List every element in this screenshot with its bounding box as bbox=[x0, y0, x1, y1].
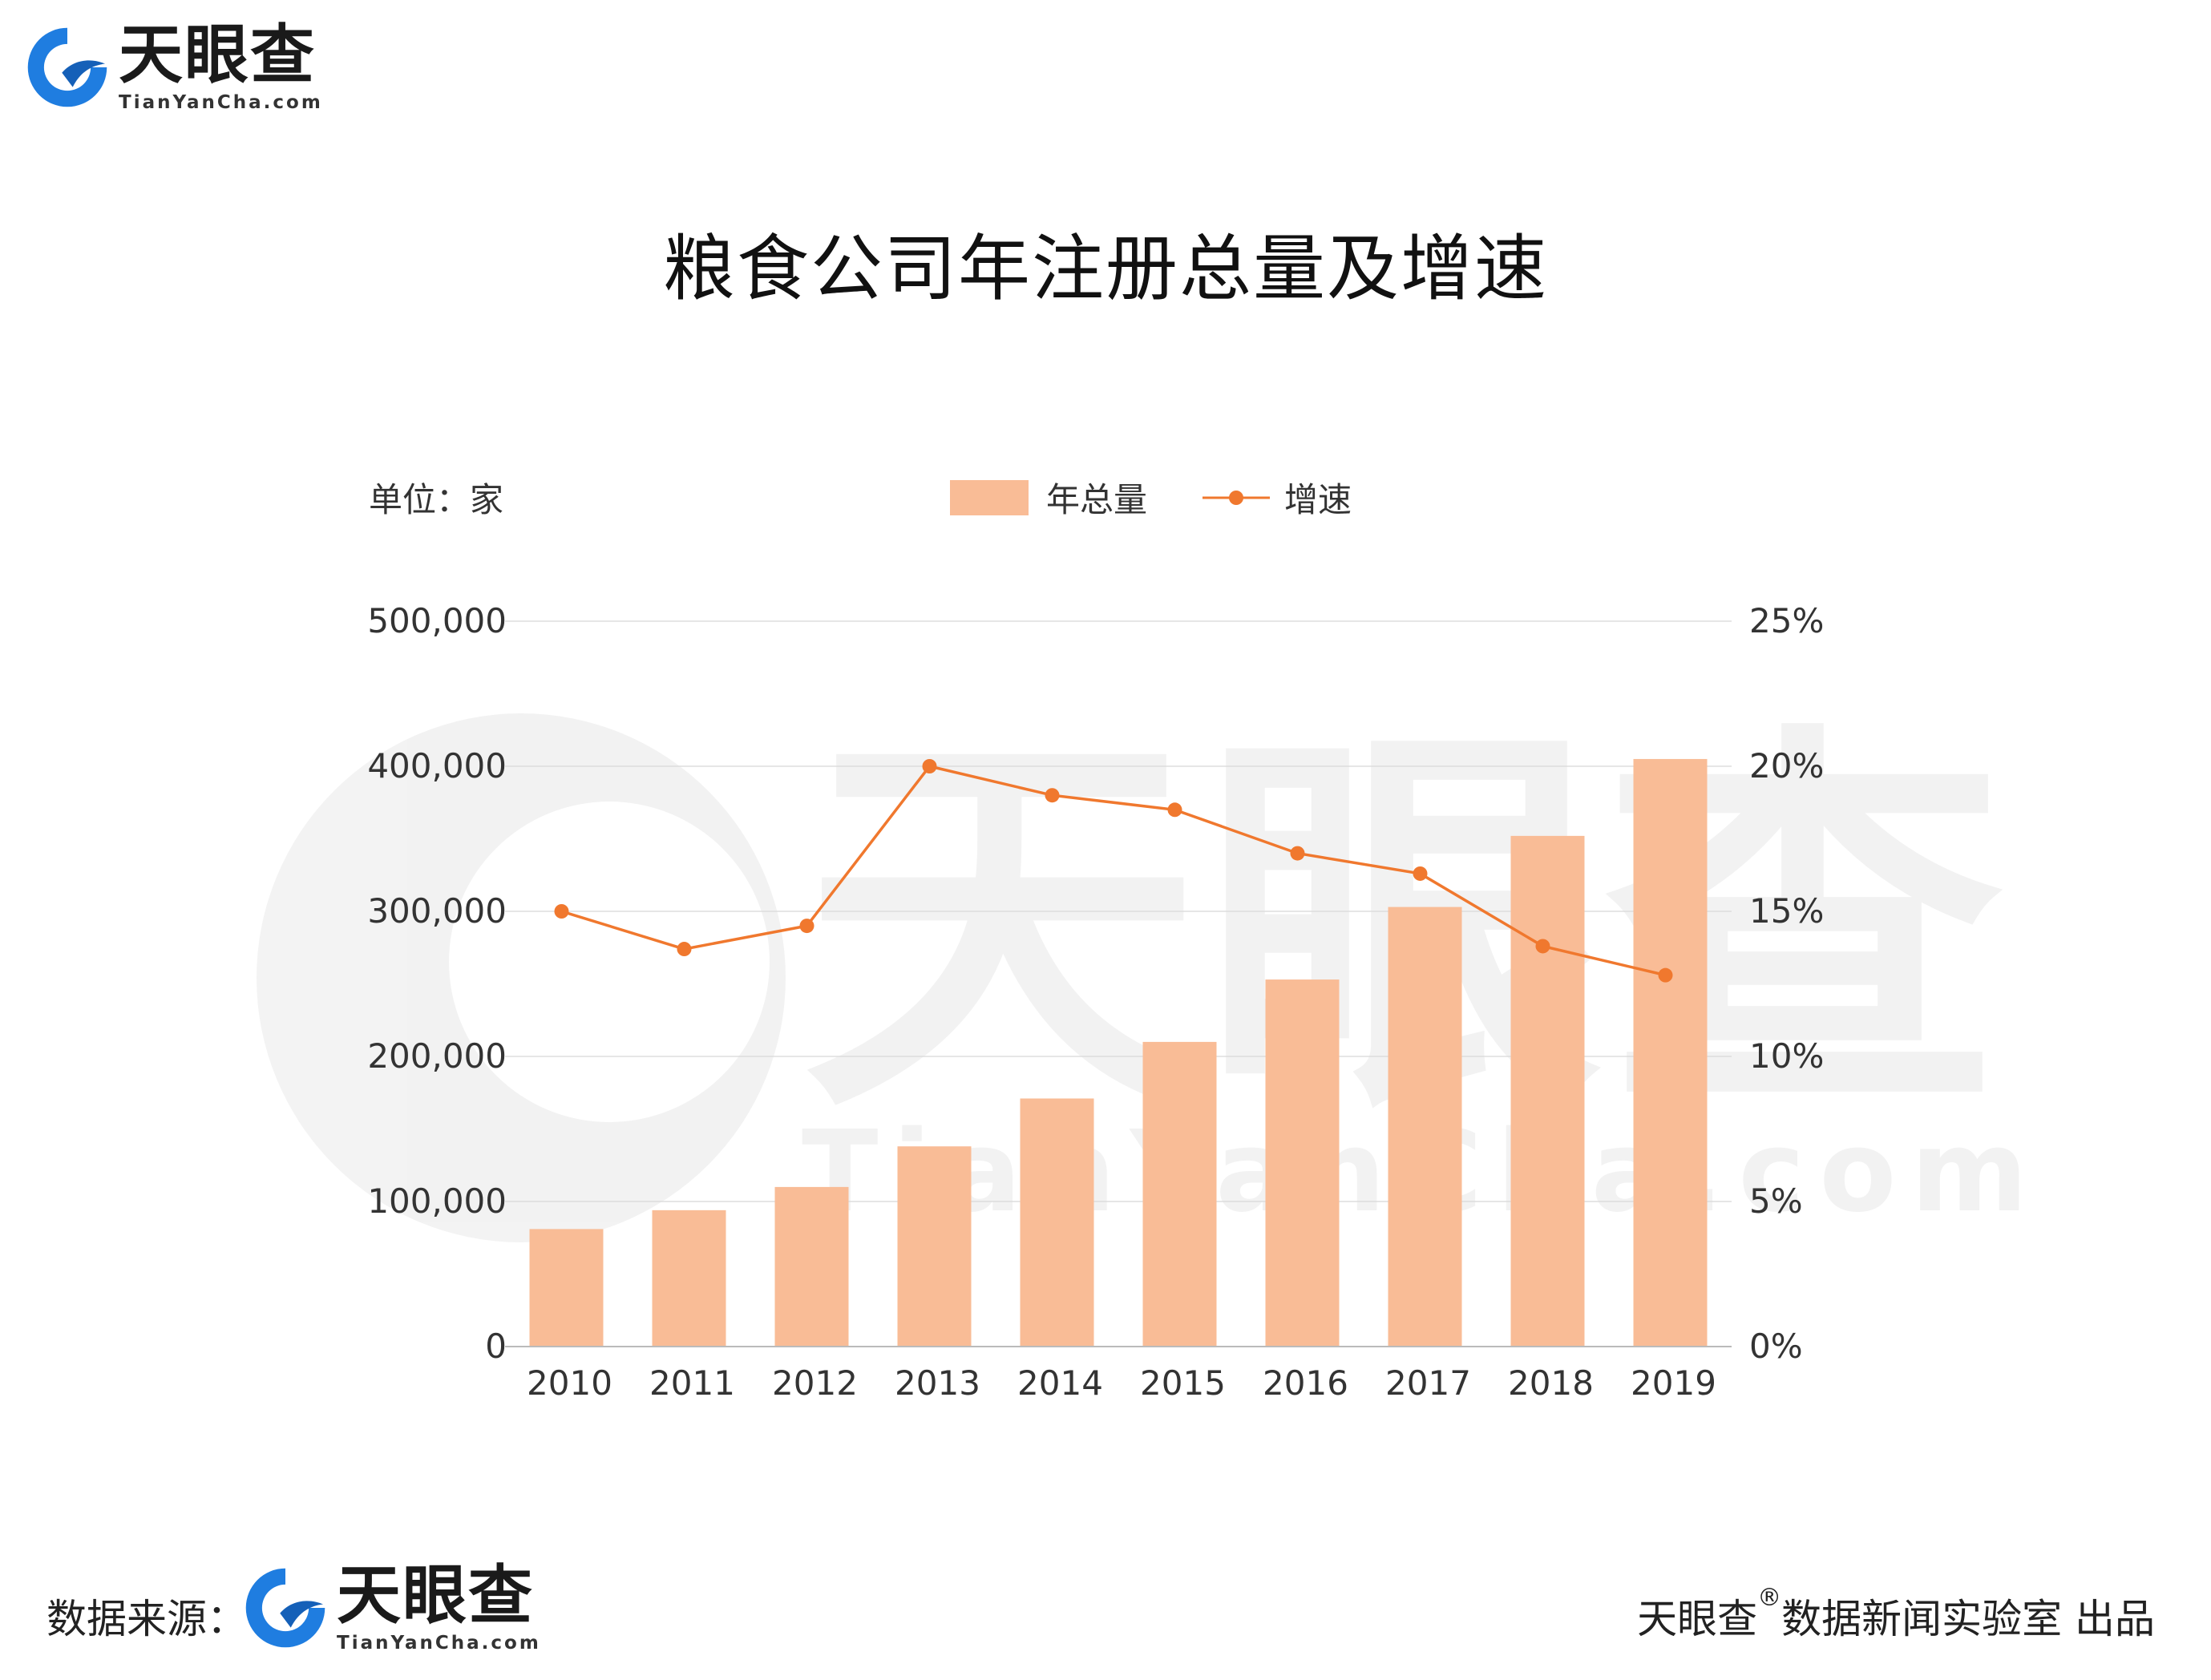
growth-point-2012 bbox=[799, 919, 814, 934]
logo-name-en: TianYanCha.com bbox=[337, 1632, 541, 1654]
bar-2016 bbox=[1265, 979, 1340, 1347]
growth-point-2013 bbox=[922, 759, 937, 773]
growth-point-2010 bbox=[554, 904, 569, 919]
bar-2013 bbox=[897, 1146, 972, 1347]
brand-logo-bottom: 天眼查 TianYanCha.com bbox=[241, 1563, 541, 1653]
y-left-tick-label: 300,000 bbox=[367, 891, 507, 931]
legend-item-line: 增速 bbox=[1203, 473, 1352, 522]
y-right-tick-label: 10% bbox=[1749, 1036, 1824, 1076]
tianyancha-logo-icon bbox=[27, 27, 107, 107]
growth-point-2019 bbox=[1658, 967, 1673, 983]
y-right-tick-label: 20% bbox=[1749, 746, 1824, 785]
x-tick-label: 2013 bbox=[895, 1363, 980, 1403]
bar-2010 bbox=[529, 1229, 604, 1347]
brand-logo-top: 天眼查 TianYanCha.com bbox=[22, 22, 323, 112]
y-left-tick-label: 200,000 bbox=[367, 1036, 507, 1076]
growth-point-2018 bbox=[1535, 939, 1550, 954]
bar-2015 bbox=[1142, 1041, 1217, 1347]
legend-line-swatch bbox=[1203, 490, 1270, 505]
unit-label: 单位：家 bbox=[369, 480, 504, 519]
y-right-tick-label: 15% bbox=[1749, 891, 1824, 931]
legend-item-bar: 年总量 bbox=[950, 473, 1147, 522]
growth-point-2011 bbox=[677, 942, 692, 957]
logo-name-cn: 天眼查 bbox=[337, 1557, 534, 1633]
axes: 0 0% 100,000 5% 200,000 10% 300,000 15% 400,000 2… bbox=[367, 601, 1824, 1403]
bar-2011 bbox=[652, 1210, 726, 1347]
x-tick-label: 2016 bbox=[1263, 1363, 1348, 1403]
x-tick-label: 2014 bbox=[1017, 1363, 1103, 1403]
x-tick-label: 2017 bbox=[1385, 1363, 1471, 1403]
tianyancha-logo-icon bbox=[245, 1568, 325, 1648]
watermark-logo-icon bbox=[257, 713, 786, 1242]
legend-bar-label: 年总量 bbox=[1046, 480, 1148, 519]
y-left-tick-label: 500,000 bbox=[367, 601, 507, 640]
growth-point-2014 bbox=[1045, 788, 1060, 803]
data-source-label: 数据来源： bbox=[46, 1596, 247, 1642]
logo-name-cn: 天眼查 bbox=[119, 17, 316, 92]
bar-2017 bbox=[1388, 907, 1462, 1347]
legend-line-label: 增速 bbox=[1284, 480, 1352, 519]
legend-bar-swatch bbox=[950, 479, 1029, 515]
x-tick-label: 2015 bbox=[1140, 1363, 1226, 1403]
growth-point-2017 bbox=[1413, 866, 1428, 881]
bar-2012 bbox=[774, 1186, 849, 1347]
bar-2018 bbox=[1510, 835, 1585, 1347]
y-right-tick-label: 25% bbox=[1749, 601, 1824, 640]
bar-2019 bbox=[1633, 758, 1708, 1347]
registered-mark: ® bbox=[1757, 1584, 1782, 1612]
y-left-tick-label: 100,000 bbox=[367, 1181, 507, 1221]
logo-name-en: TianYanCha.com bbox=[119, 91, 323, 113]
growth-line bbox=[560, 765, 1666, 977]
growth-point-2016 bbox=[1290, 846, 1305, 861]
y-left-tick-label: 400,000 bbox=[367, 746, 507, 785]
x-tick-label: 2018 bbox=[1508, 1363, 1594, 1403]
x-tick-label: 2012 bbox=[772, 1363, 858, 1403]
credit-suffix: 数据新闻实验室 出品 bbox=[1781, 1596, 2155, 1642]
x-tick-label: 2010 bbox=[527, 1363, 612, 1403]
line-series bbox=[554, 759, 1673, 983]
x-tick-label: 2011 bbox=[649, 1363, 735, 1403]
chart-title: 粮食公司年注册总量及增速 bbox=[663, 227, 1548, 311]
y-left-tick-label: 0 bbox=[485, 1327, 507, 1366]
growth-point-2015 bbox=[1167, 802, 1182, 818]
bar-2014 bbox=[1020, 1098, 1094, 1347]
y-right-tick-label: 0% bbox=[1749, 1327, 1803, 1366]
credit-brand: 天眼查 bbox=[1637, 1596, 1758, 1642]
x-tick-label: 2019 bbox=[1631, 1363, 1716, 1403]
credit-label: 天眼查®数据新闻实验室 出品 bbox=[1637, 1584, 2155, 1645]
y-right-tick-label: 5% bbox=[1749, 1181, 1803, 1221]
bar-series bbox=[529, 758, 1708, 1347]
